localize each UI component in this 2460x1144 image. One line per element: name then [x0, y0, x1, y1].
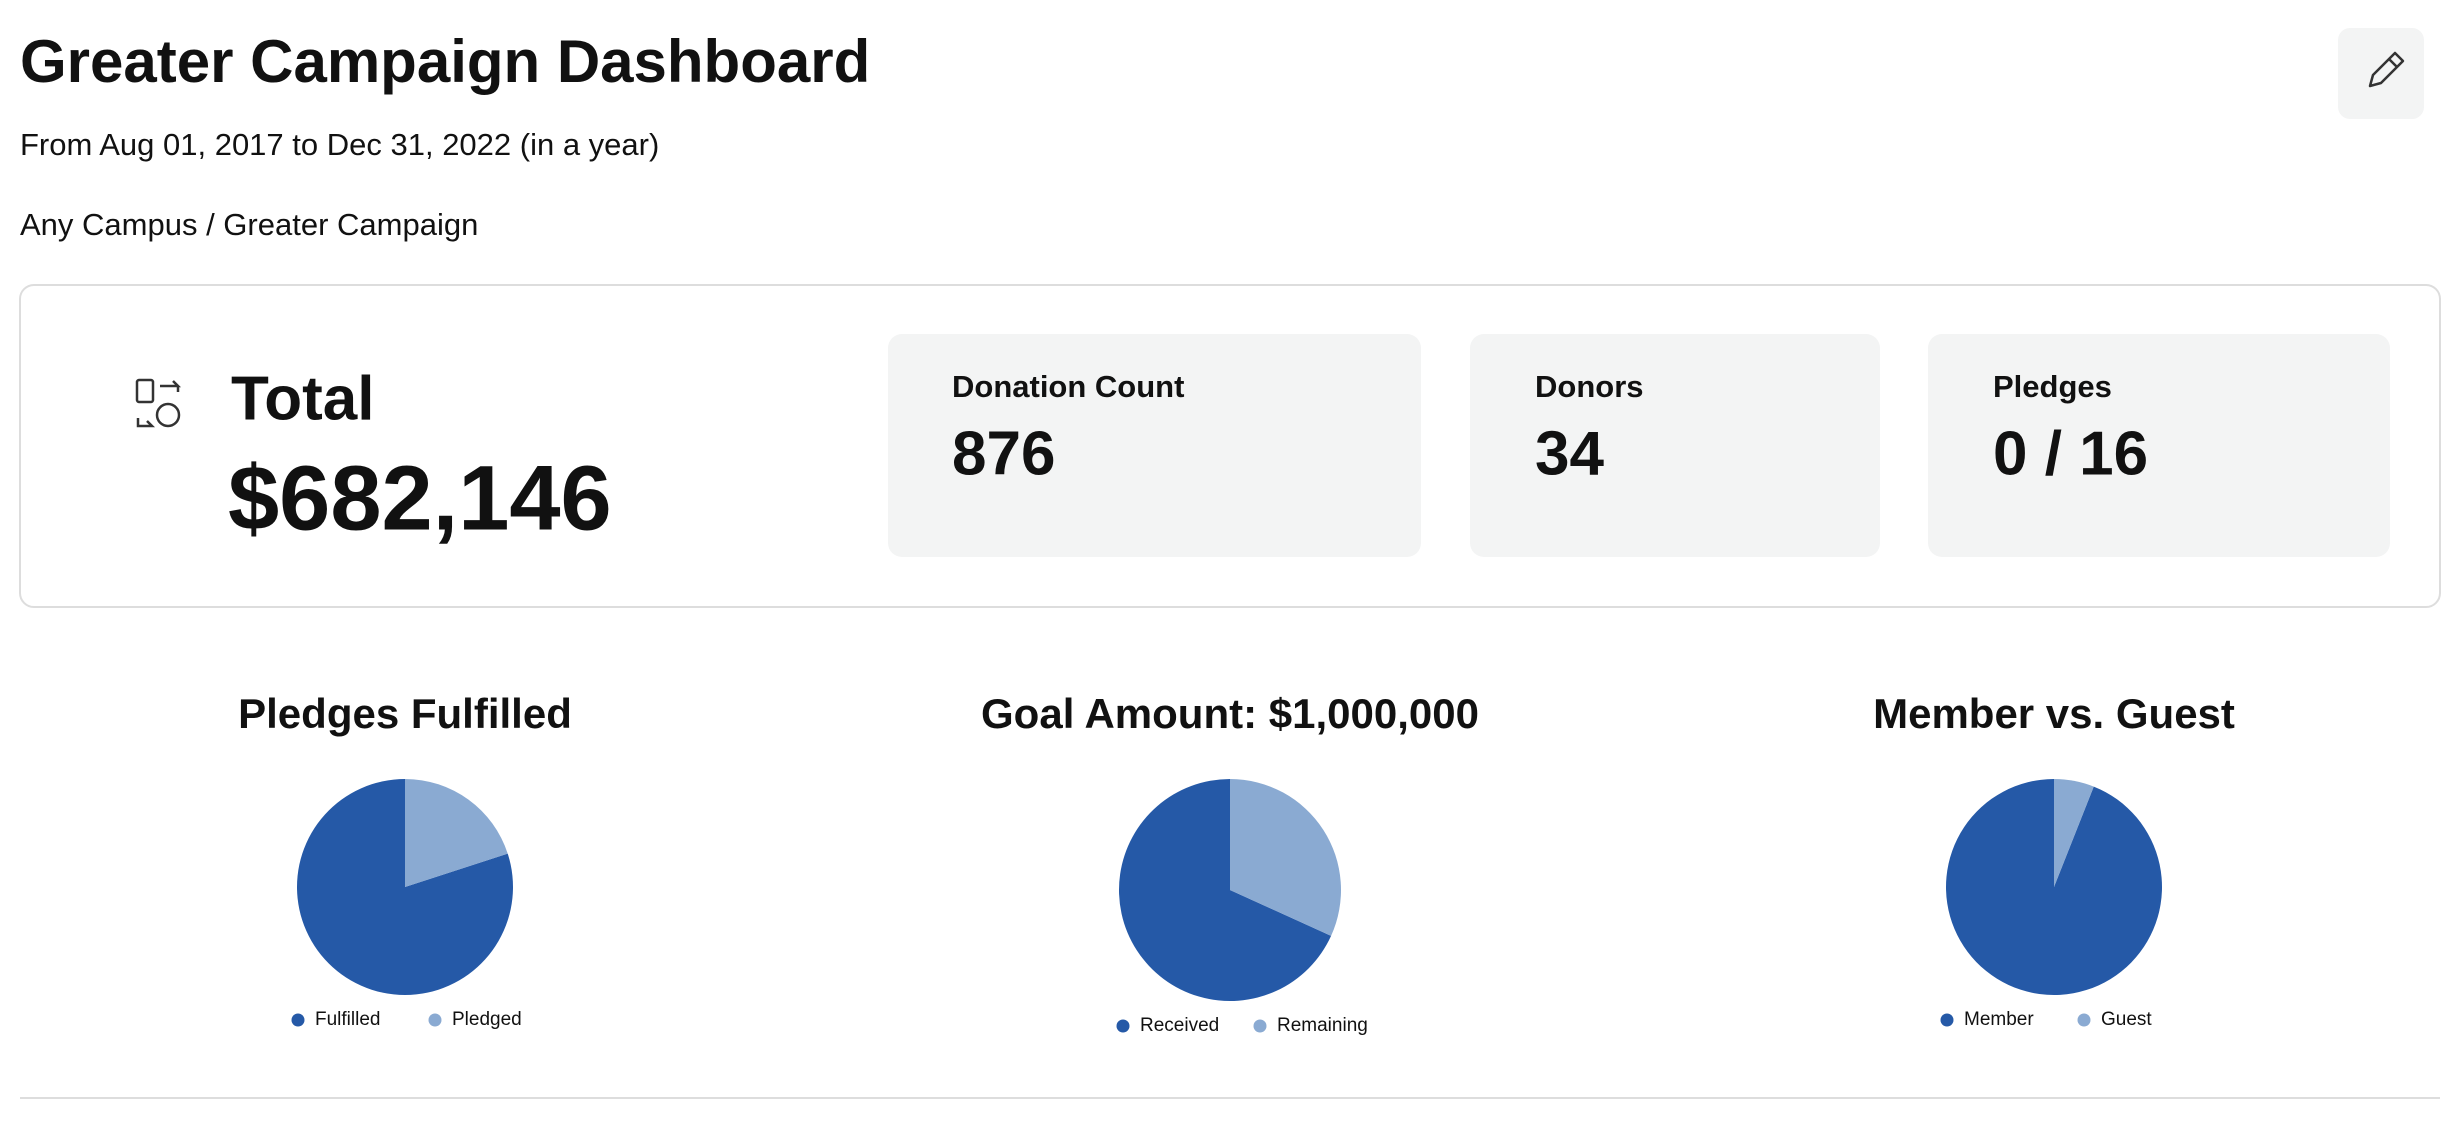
legend-swatch — [291, 1013, 305, 1027]
pie-slice — [1230, 779, 1341, 936]
pie-slice — [2054, 779, 2094, 887]
pie-slice — [1119, 779, 1332, 1002]
chart-title: Goal Amount: $1,000,000 — [981, 690, 1479, 737]
breadcrumb: Any Campus / Greater Campaign — [20, 207, 478, 242]
date-range: From Aug 01, 2017 to Dec 31, 2022 (in a … — [20, 127, 659, 162]
money-icon — [135, 378, 182, 428]
legend-swatch — [1116, 1019, 1130, 1033]
stat-value: 0 / 16 — [1993, 419, 2148, 488]
chart-title: Member vs. Guest — [1873, 690, 2235, 737]
legend-label: Guest — [2101, 1009, 2152, 1030]
legend-label: Remaining — [1277, 1015, 1368, 1036]
legend-label: Pledged — [452, 1009, 522, 1030]
chart-title: Pledges Fulfilled — [238, 690, 572, 737]
stat-label: Donors — [1535, 369, 1644, 404]
stat-box — [1928, 334, 2390, 557]
stat-box — [888, 334, 1421, 557]
legend-label: Member — [1964, 1009, 2034, 1030]
legend-swatch — [2077, 1013, 2091, 1027]
legend-label: Received — [1140, 1015, 1219, 1036]
legend-swatch — [1940, 1013, 1954, 1027]
page-title: Greater Campaign Dashboard — [20, 28, 870, 95]
stat-value: 34 — [1535, 419, 1604, 488]
stat-box — [1470, 334, 1880, 557]
total-label: Total — [231, 364, 375, 433]
pencil-icon[interactable] — [2368, 51, 2405, 88]
edit-button[interactable] — [2338, 28, 2424, 119]
edit-button-bg[interactable] — [2338, 28, 2424, 119]
legend-swatch — [1253, 1019, 1267, 1033]
stat-value: 876 — [952, 419, 1055, 488]
stat-label: Donation Count — [952, 369, 1184, 404]
legend-swatch — [428, 1013, 442, 1027]
total-amount: $682,146 — [228, 447, 612, 549]
stat-label: Pledges — [1993, 369, 2112, 404]
pie-slice — [405, 779, 508, 887]
legend-label: Fulfilled — [315, 1009, 380, 1030]
